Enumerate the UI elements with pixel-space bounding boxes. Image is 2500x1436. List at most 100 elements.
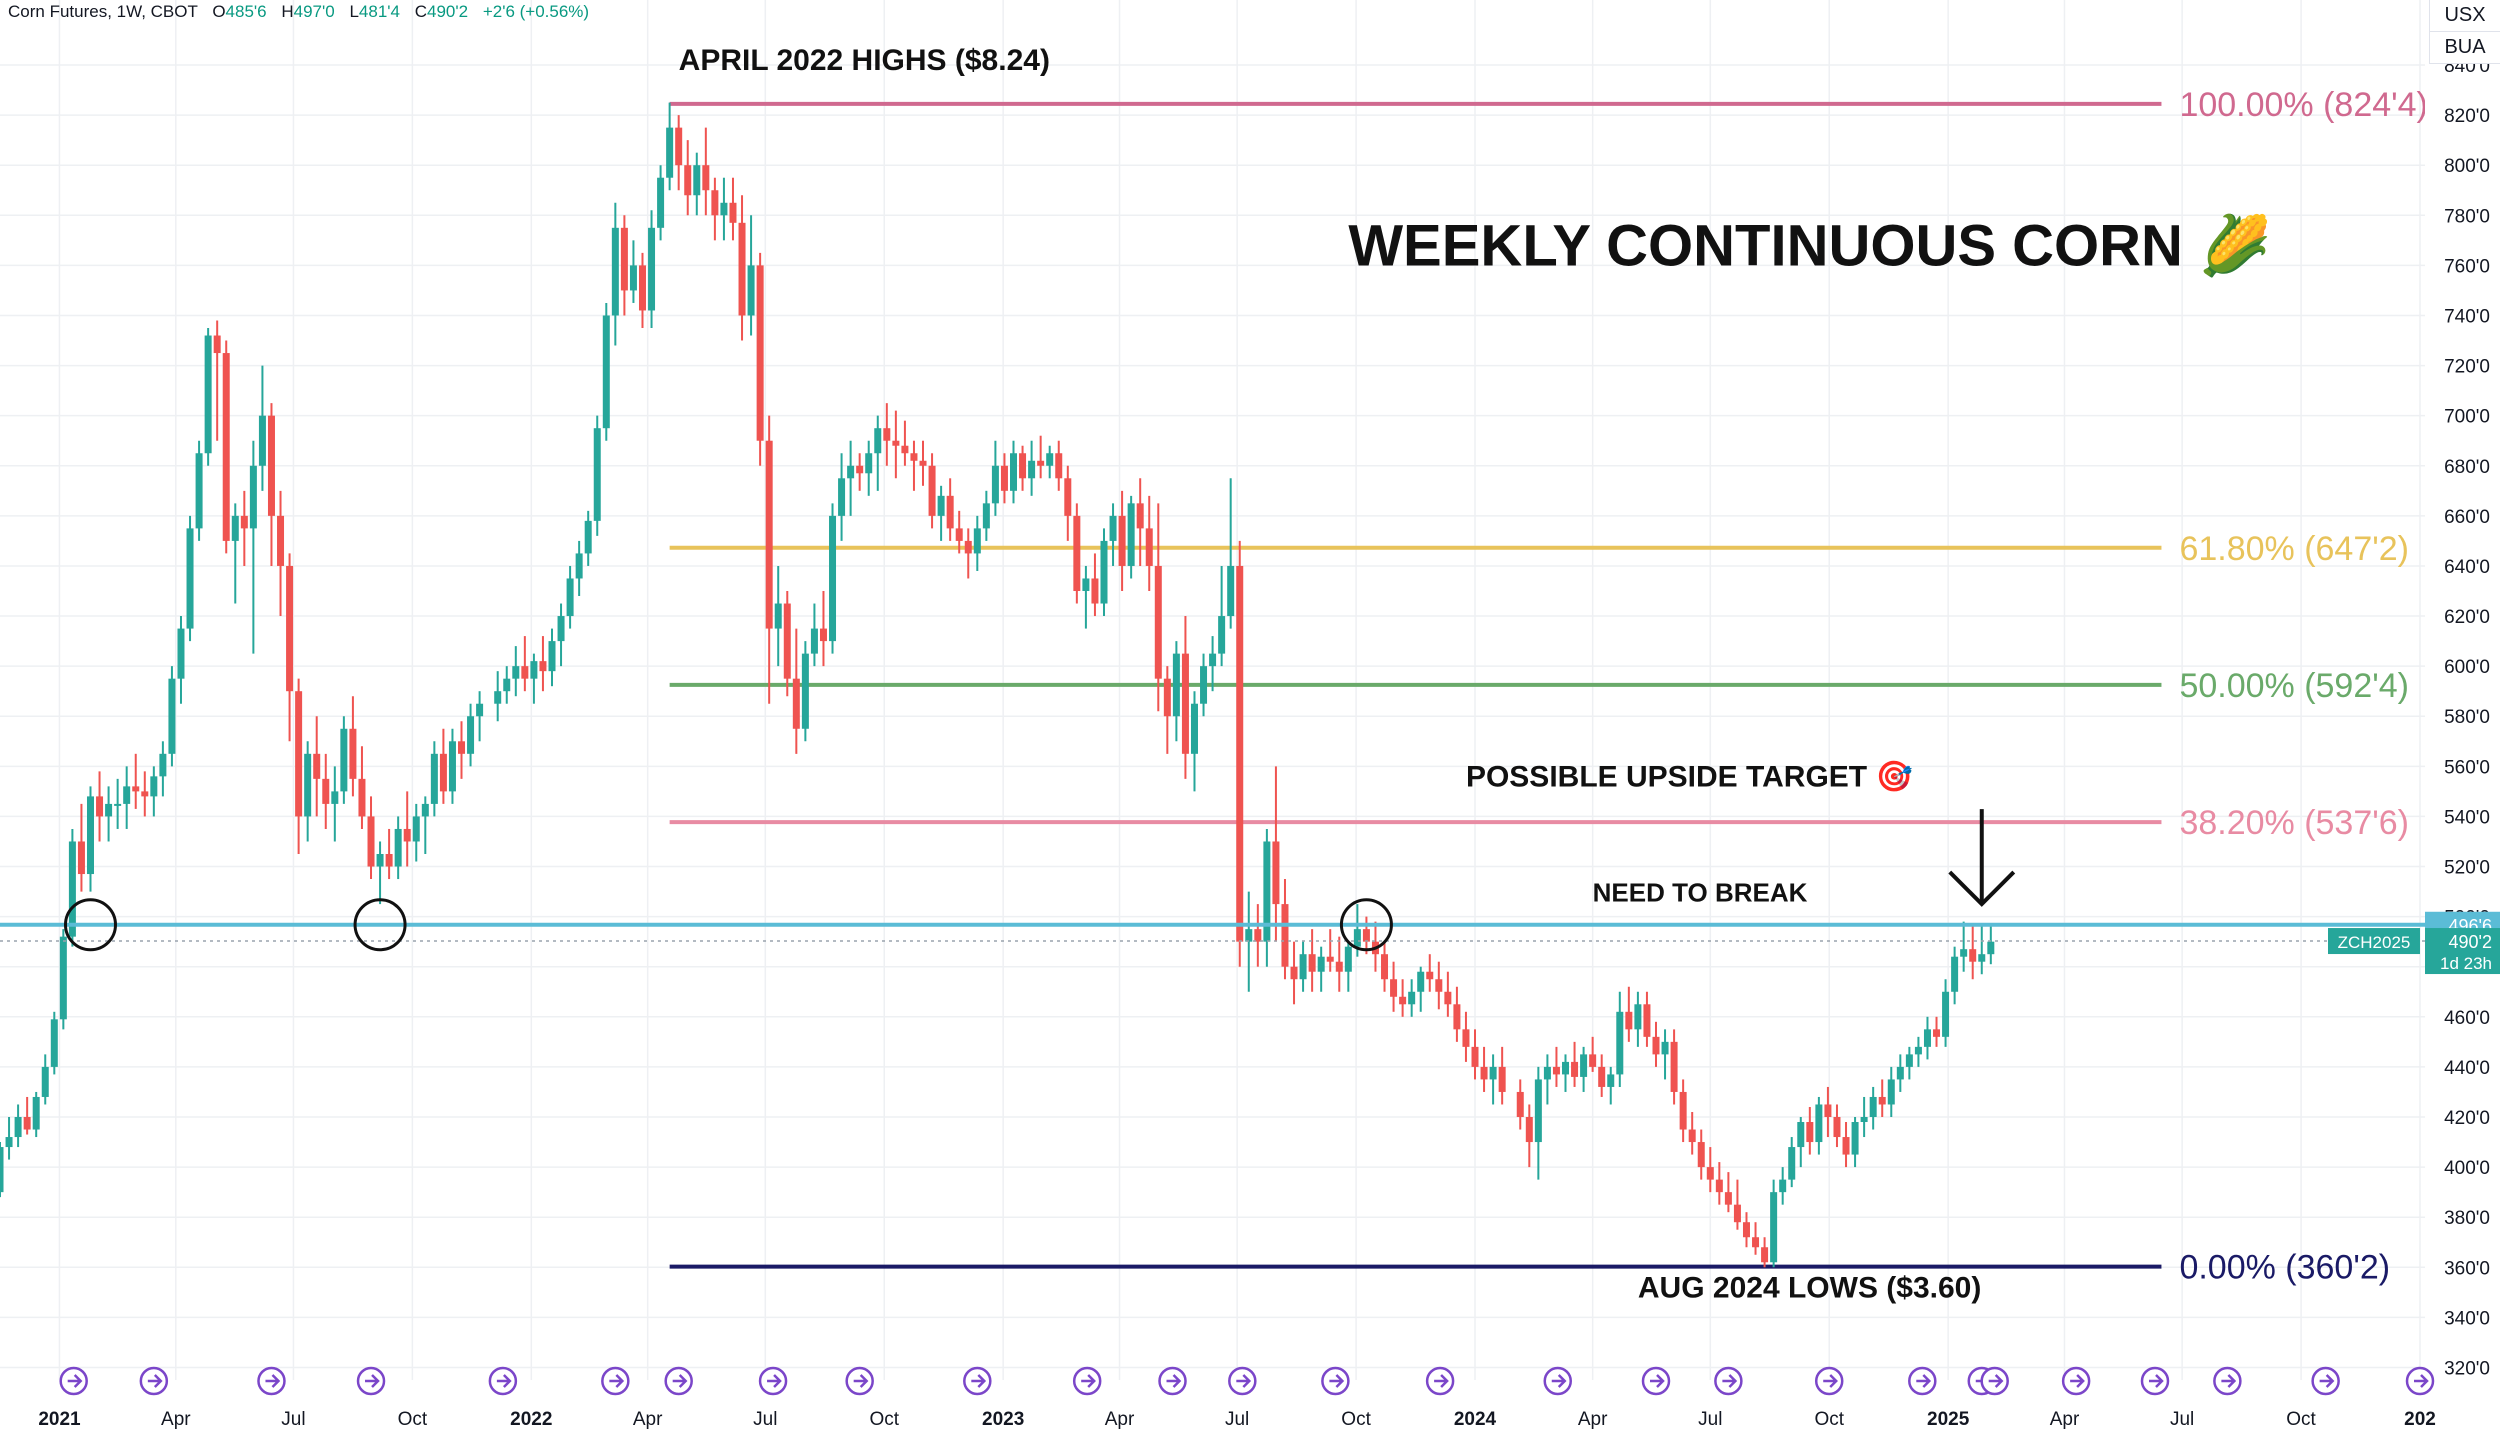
candle[interactable] xyxy=(1290,941,1298,1005)
event-marker-icon[interactable] xyxy=(1814,1366,1844,1396)
candle[interactable] xyxy=(819,591,827,667)
candle[interactable] xyxy=(838,453,846,541)
event-marker-icon[interactable] xyxy=(2311,1366,2340,1396)
candle[interactable] xyxy=(684,140,692,216)
candle[interactable] xyxy=(304,741,312,842)
candle[interactable] xyxy=(1145,495,1153,592)
candle[interactable] xyxy=(747,215,755,336)
candle[interactable] xyxy=(50,1011,58,1075)
candle[interactable] xyxy=(1851,1117,1859,1168)
candle[interactable] xyxy=(1263,828,1271,967)
candle[interactable] xyxy=(964,528,972,579)
candle[interactable] xyxy=(1390,961,1398,1012)
candle[interactable] xyxy=(1254,904,1262,967)
candle[interactable] xyxy=(1172,641,1180,742)
candle[interactable] xyxy=(584,510,592,566)
event-marker-icon[interactable] xyxy=(601,1366,630,1396)
candle[interactable] xyxy=(991,440,999,516)
candle[interactable] xyxy=(1218,565,1226,667)
candle[interactable] xyxy=(448,728,456,804)
candle[interactable] xyxy=(494,671,502,722)
event-marker-icon[interactable] xyxy=(257,1366,286,1396)
candle[interactable] xyxy=(1200,653,1208,717)
candle[interactable] xyxy=(666,102,674,191)
candle[interactable] xyxy=(1010,440,1018,504)
candle[interactable] xyxy=(1706,1147,1714,1193)
candle[interactable] xyxy=(1444,971,1452,1017)
candle[interactable] xyxy=(693,152,701,216)
candle[interactable] xyxy=(1960,921,1968,972)
event-marker-icon[interactable] xyxy=(758,1366,788,1396)
candle[interactable] xyxy=(548,628,556,687)
candle[interactable] xyxy=(1562,1054,1570,1092)
candle[interactable] xyxy=(177,616,185,704)
candle[interactable] xyxy=(982,490,990,541)
candle[interactable] xyxy=(919,440,927,486)
candle[interactable] xyxy=(521,636,529,692)
event-marker-icon[interactable] xyxy=(1072,1366,1102,1396)
candle[interactable] xyxy=(1806,1106,1814,1155)
candle[interactable] xyxy=(258,365,266,491)
candle[interactable] xyxy=(1408,979,1416,1017)
candle[interactable] xyxy=(41,1054,49,1105)
candle[interactable] xyxy=(1634,991,1642,1047)
candle[interactable] xyxy=(1643,991,1651,1047)
candle[interactable] xyxy=(711,177,719,241)
candle[interactable] xyxy=(774,565,782,667)
event-marker-icon[interactable] xyxy=(356,1366,386,1396)
candle[interactable] xyxy=(1209,636,1217,692)
candle[interactable] xyxy=(249,440,257,654)
candle[interactable] xyxy=(856,453,864,491)
candle[interactable] xyxy=(1616,991,1624,1087)
candle[interactable] xyxy=(1136,478,1144,566)
candle[interactable] xyxy=(1670,1029,1678,1105)
candle[interactable] xyxy=(331,766,339,842)
candle[interactable] xyxy=(1308,929,1316,992)
candle[interactable] xyxy=(1471,1029,1479,1080)
unit-label[interactable]: BUA xyxy=(2430,31,2500,63)
candle[interactable] xyxy=(458,721,466,779)
candle[interactable] xyxy=(222,340,230,554)
candle[interactable] xyxy=(765,415,773,704)
candle[interactable] xyxy=(829,503,837,654)
event-marker-icon[interactable] xyxy=(2061,1366,2091,1396)
currency-unit-box[interactable]: USX BUA xyxy=(2429,0,2500,64)
candle[interactable] xyxy=(1091,553,1099,617)
candle[interactable] xyxy=(1914,1036,1922,1067)
candle[interactable] xyxy=(358,746,366,829)
candle[interactable] xyxy=(512,646,520,697)
candle[interactable] xyxy=(1344,941,1352,992)
event-marker-icon[interactable] xyxy=(1641,1366,1671,1396)
candle[interactable] xyxy=(1046,445,1054,479)
candle[interactable] xyxy=(675,115,683,191)
event-marker-icon[interactable] xyxy=(1425,1366,1455,1396)
candle[interactable] xyxy=(557,603,565,667)
candle[interactable] xyxy=(1417,966,1425,1012)
candle[interactable] xyxy=(1978,924,1986,975)
candle[interactable] xyxy=(792,628,800,754)
candle[interactable] xyxy=(367,796,375,880)
candle[interactable] xyxy=(1661,1029,1669,1080)
candle[interactable] xyxy=(1543,1054,1551,1105)
event-marker-icon[interactable] xyxy=(664,1366,693,1396)
candle[interactable] xyxy=(1652,1021,1660,1067)
candle[interactable] xyxy=(1381,941,1389,992)
candle[interactable] xyxy=(349,696,357,797)
event-marker-icon[interactable] xyxy=(963,1366,992,1396)
candle[interactable] xyxy=(648,210,656,329)
candle[interactable] xyxy=(720,177,728,241)
candle[interactable] xyxy=(1281,879,1289,980)
candle[interactable] xyxy=(1127,495,1135,579)
candle[interactable] xyxy=(1933,1016,1941,1047)
candle[interactable] xyxy=(1761,1237,1769,1268)
candle[interactable] xyxy=(874,415,882,491)
candle[interactable] xyxy=(1869,1086,1877,1130)
candle[interactable] xyxy=(385,828,393,880)
candle[interactable] xyxy=(1190,691,1198,792)
candle[interactable] xyxy=(883,403,891,466)
candle[interactable] xyxy=(1028,440,1036,496)
candle[interactable] xyxy=(14,1104,22,1148)
candle[interactable] xyxy=(1815,1096,1823,1155)
event-marker-icon[interactable] xyxy=(1980,1366,2009,1396)
candle[interactable] xyxy=(1462,1011,1470,1062)
